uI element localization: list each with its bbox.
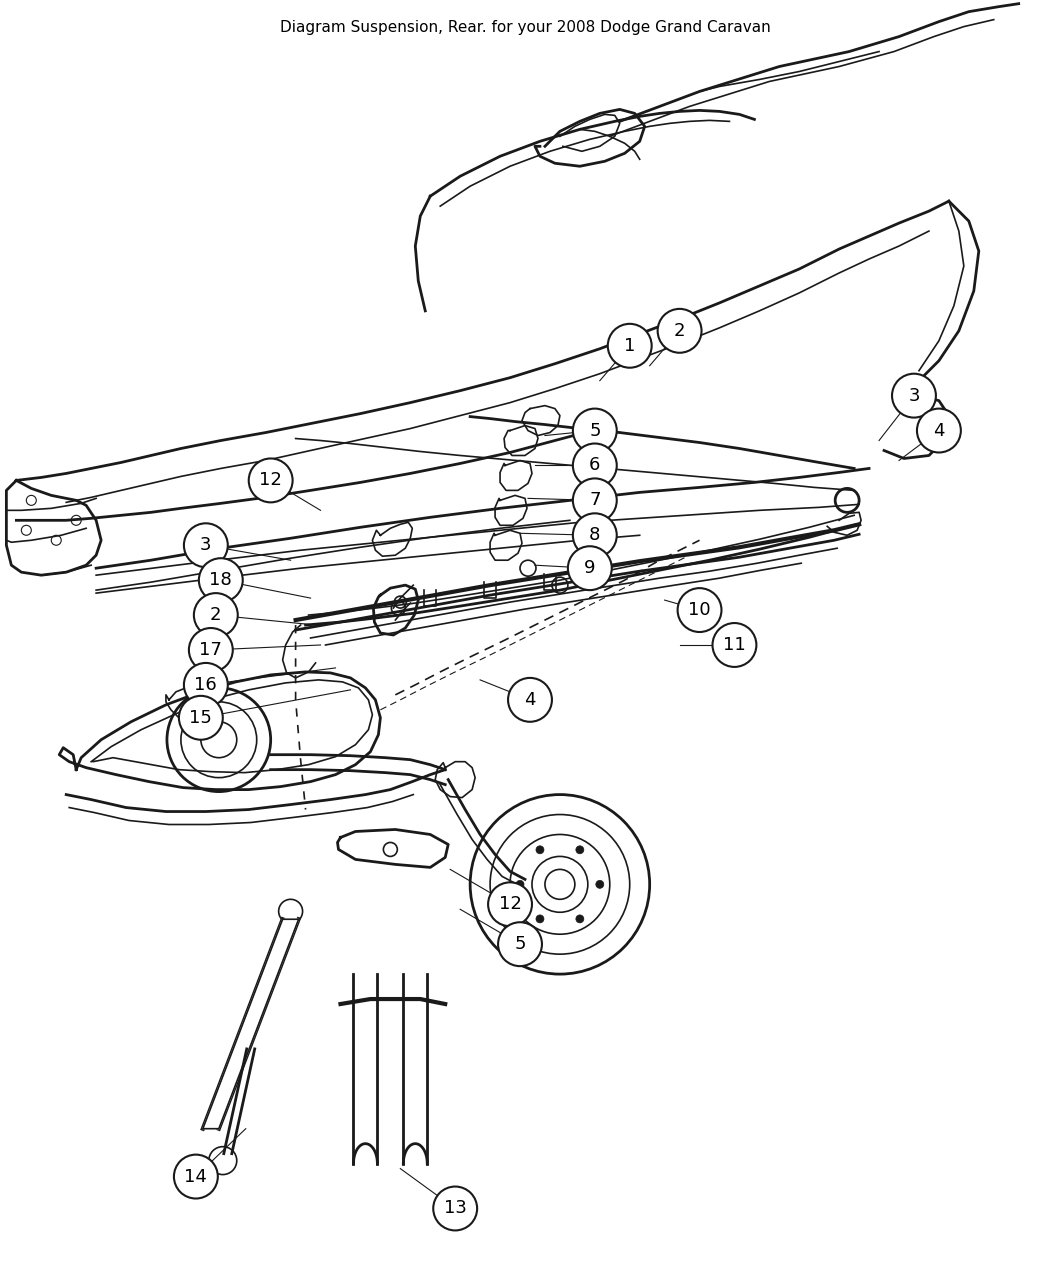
Text: 7: 7 (589, 491, 601, 510)
Text: 3: 3 (908, 386, 920, 404)
Circle shape (174, 1155, 217, 1198)
Circle shape (657, 309, 701, 353)
Circle shape (713, 623, 756, 667)
Text: 12: 12 (499, 895, 522, 913)
Circle shape (573, 408, 616, 453)
Circle shape (573, 444, 616, 487)
Circle shape (508, 678, 552, 722)
Text: 14: 14 (185, 1168, 207, 1186)
Text: 1: 1 (624, 337, 635, 354)
Text: 16: 16 (194, 676, 217, 694)
Text: 18: 18 (209, 571, 232, 589)
Circle shape (178, 696, 223, 740)
Circle shape (488, 882, 532, 926)
Circle shape (189, 629, 233, 672)
Text: 17: 17 (200, 641, 223, 659)
Text: 4: 4 (933, 422, 945, 440)
Text: 13: 13 (444, 1200, 466, 1218)
Circle shape (677, 588, 721, 632)
Circle shape (184, 663, 228, 706)
Text: 3: 3 (201, 537, 212, 555)
Circle shape (194, 593, 237, 638)
Circle shape (595, 880, 604, 889)
Circle shape (573, 514, 616, 557)
Circle shape (573, 478, 616, 523)
Circle shape (575, 915, 584, 923)
Text: 5: 5 (514, 935, 526, 954)
Circle shape (608, 324, 652, 367)
Circle shape (498, 922, 542, 966)
Text: 12: 12 (259, 472, 282, 490)
Circle shape (892, 374, 936, 418)
Circle shape (516, 880, 524, 889)
Text: 2: 2 (674, 321, 686, 340)
Circle shape (917, 408, 961, 453)
Text: 4: 4 (524, 691, 536, 709)
Text: 11: 11 (723, 636, 746, 654)
Text: 15: 15 (189, 709, 212, 727)
Circle shape (536, 845, 544, 854)
Text: 10: 10 (688, 601, 711, 620)
Text: 5: 5 (589, 422, 601, 440)
Text: 2: 2 (210, 606, 222, 623)
Text: 6: 6 (589, 456, 601, 474)
Circle shape (198, 558, 243, 602)
Circle shape (536, 915, 544, 923)
Circle shape (434, 1187, 477, 1230)
Circle shape (249, 459, 293, 502)
Text: 8: 8 (589, 527, 601, 544)
Circle shape (184, 523, 228, 567)
Text: 9: 9 (584, 560, 595, 578)
Circle shape (568, 546, 612, 590)
Text: Diagram Suspension, Rear. for your 2008 Dodge Grand Caravan: Diagram Suspension, Rear. for your 2008 … (279, 19, 771, 34)
Polygon shape (203, 919, 298, 1128)
Circle shape (575, 845, 584, 854)
